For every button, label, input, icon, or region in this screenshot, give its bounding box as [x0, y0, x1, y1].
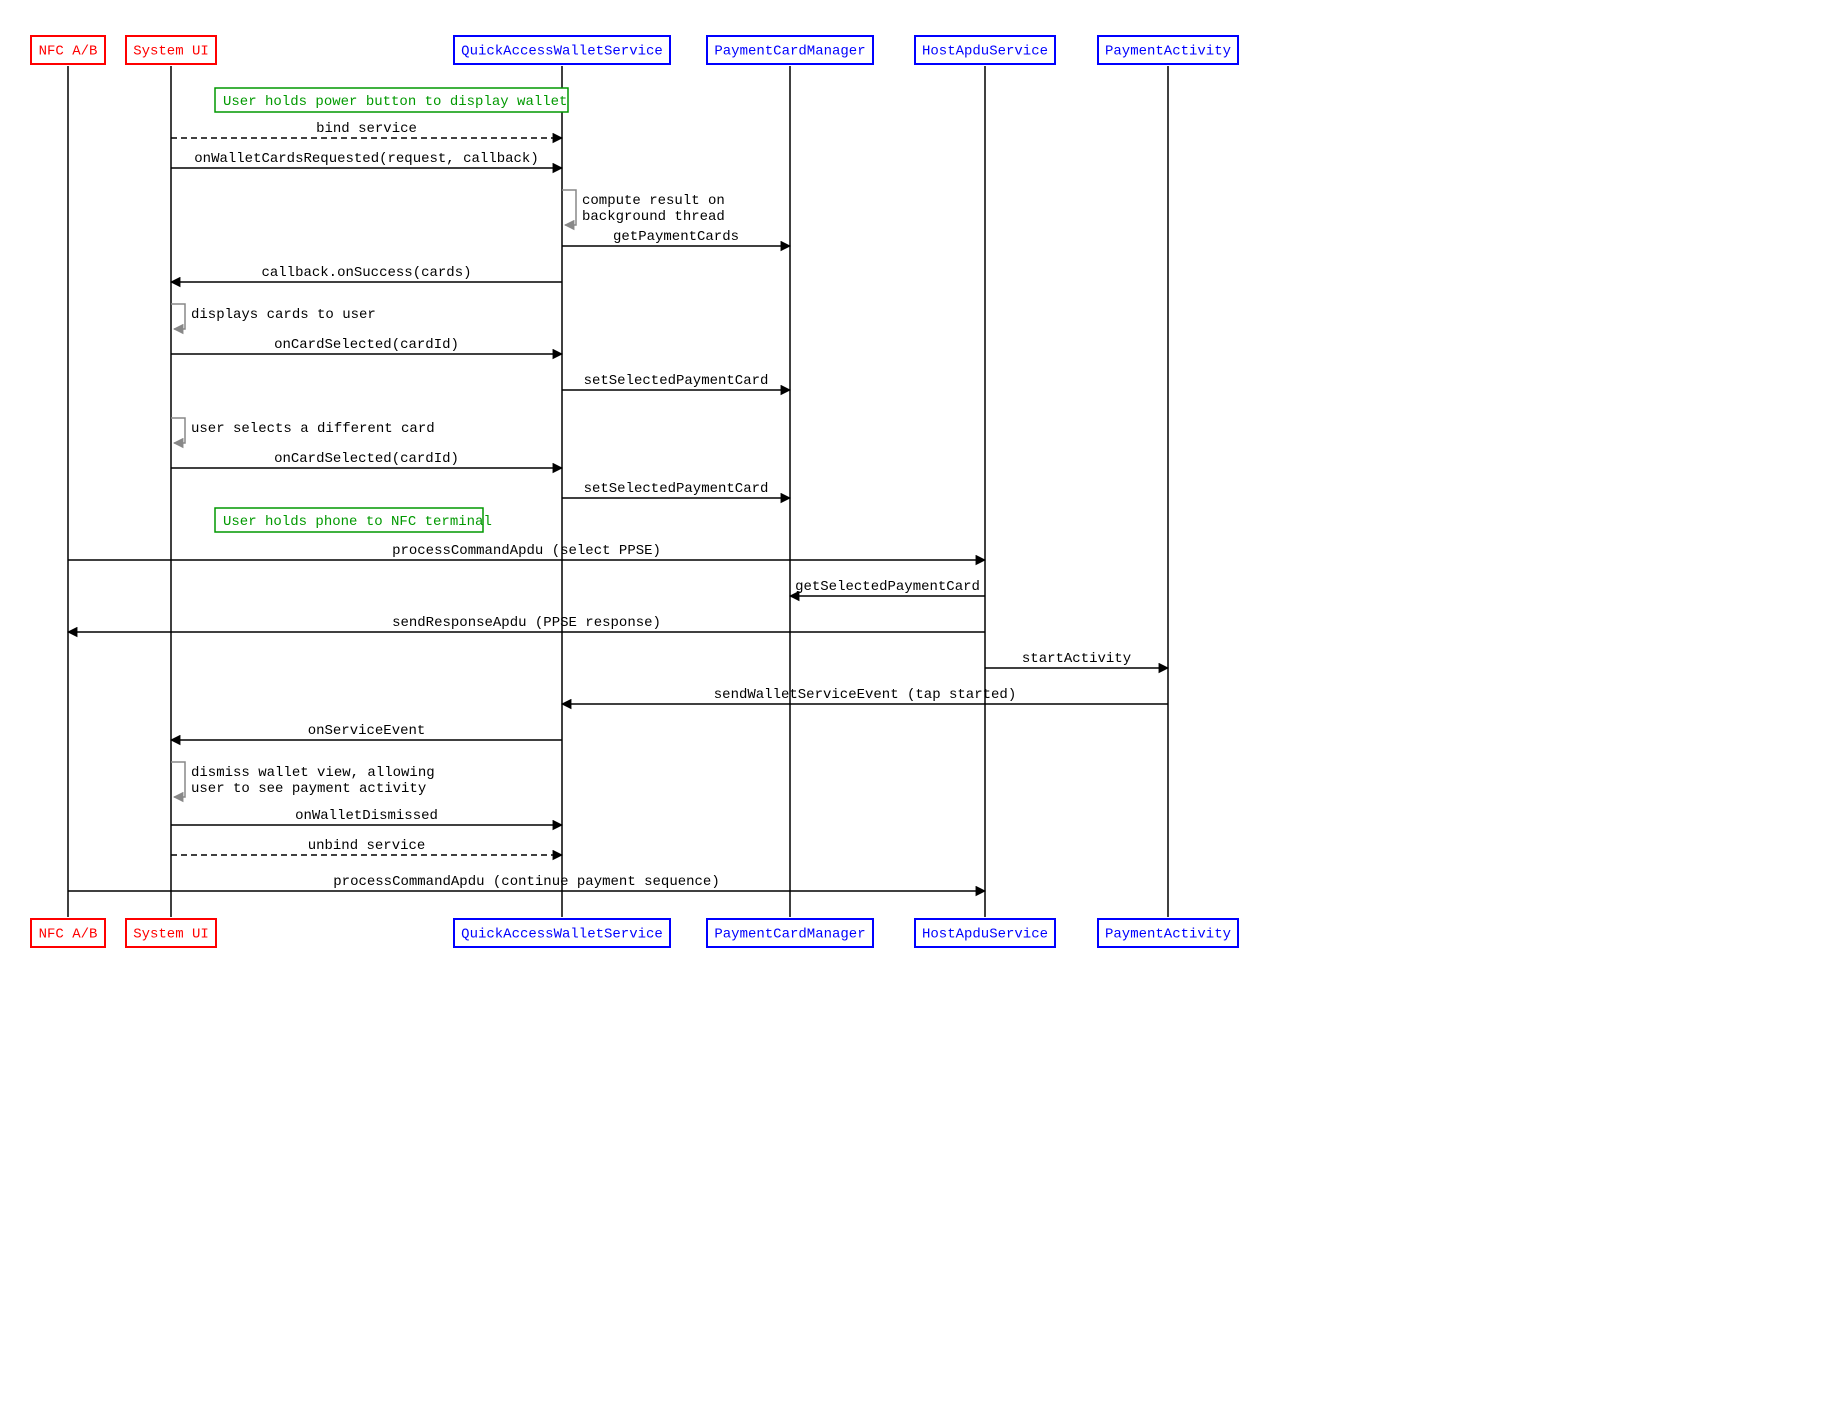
- msg-text-1: onWalletCardsRequested(request, callback…: [194, 151, 538, 167]
- self-msg-17: [171, 762, 185, 797]
- actor-label-has: HostApduService: [922, 44, 1048, 60]
- msg-text-19: unbind service: [308, 838, 426, 854]
- msg-text-3: getPaymentCards: [613, 229, 739, 245]
- actor-label-pcm: PaymentCardManager: [714, 44, 865, 60]
- self-msg-text-17-1: user to see payment activity: [191, 781, 426, 797]
- sequence-diagram: NFC A/B System UI QuickAccessWalletService…: [20, 20, 1250, 970]
- actor-label-qaws: QuickAccessWalletService: [461, 44, 663, 60]
- self-msg-8: [171, 418, 185, 443]
- msg-text-7: setSelectedPaymentCard: [584, 373, 769, 389]
- msg-text-20: processCommandApdu (continue payment seq…: [333, 874, 719, 890]
- msg-text-16: onServiceEvent: [308, 723, 426, 739]
- actor-label-has: HostApduService: [922, 927, 1048, 943]
- msg-text-15: sendWalletServiceEvent (tap started): [714, 687, 1016, 703]
- msg-text-4: callback.onSuccess(cards): [261, 265, 471, 281]
- msg-text-9: onCardSelected(cardId): [274, 451, 459, 467]
- msg-text-10: setSelectedPaymentCard: [584, 481, 769, 497]
- note-text-0: User holds power button to display walle…: [223, 94, 567, 110]
- msg-text-18: onWalletDismissed: [295, 808, 438, 824]
- msg-text-14: startActivity: [1022, 651, 1131, 667]
- msg-text-0: bind service: [316, 121, 417, 137]
- note-text-1: User holds phone to NFC terminal: [223, 514, 492, 530]
- actor-label-pcm: PaymentCardManager: [714, 927, 865, 943]
- self-msg-text-5-0: displays cards to user: [191, 307, 376, 323]
- actor-label-sysui: System UI: [133, 44, 209, 60]
- msg-text-13: sendResponseApdu (PPSE response): [392, 615, 661, 631]
- self-msg-text-17-0: dismiss wallet view, allowing: [191, 765, 435, 781]
- self-msg-text-2-1: background thread: [582, 209, 725, 225]
- actor-label-nfc: NFC A/B: [39, 44, 98, 60]
- self-msg-2: [562, 190, 576, 225]
- actor-label-pa: PaymentActivity: [1105, 44, 1231, 60]
- msg-text-6: onCardSelected(cardId): [274, 337, 459, 353]
- actor-label-pa: PaymentActivity: [1105, 927, 1231, 943]
- actor-label-sysui: System UI: [133, 927, 209, 943]
- self-msg-5: [171, 304, 185, 329]
- msg-text-12: getSelectedPaymentCard: [795, 579, 980, 595]
- self-msg-text-8-0: user selects a different card: [191, 421, 435, 437]
- actor-label-qaws: QuickAccessWalletService: [461, 927, 663, 943]
- actor-label-nfc: NFC A/B: [39, 927, 98, 943]
- self-msg-text-2-0: compute result on: [582, 193, 725, 209]
- msg-text-11: processCommandApdu (select PPSE): [392, 543, 661, 559]
